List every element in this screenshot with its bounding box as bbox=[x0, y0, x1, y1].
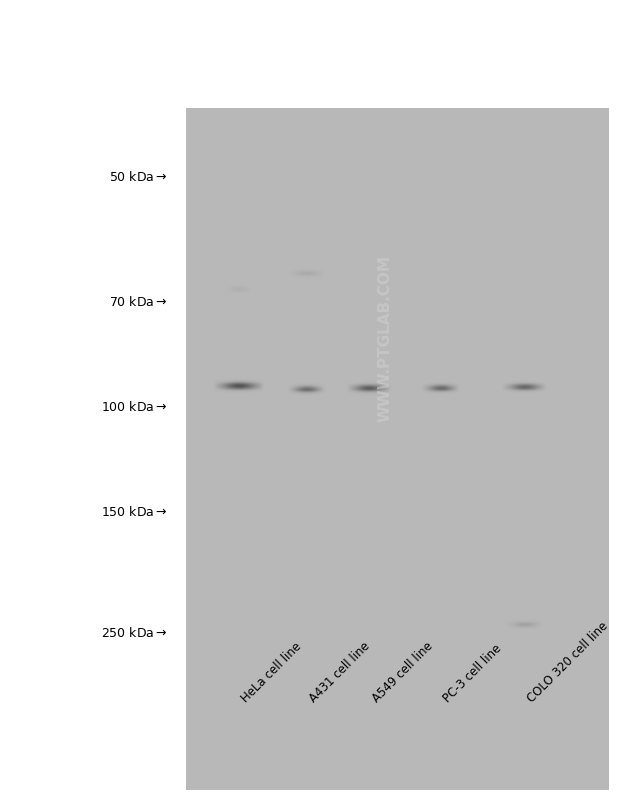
Text: COLO 320 cell line: COLO 320 cell line bbox=[525, 620, 611, 705]
Text: 250 kDa$\rightarrow$: 250 kDa$\rightarrow$ bbox=[101, 625, 168, 640]
Text: WWW.PTGLAB.COM: WWW.PTGLAB.COM bbox=[377, 255, 392, 422]
Text: 100 kDa$\rightarrow$: 100 kDa$\rightarrow$ bbox=[101, 400, 168, 414]
Text: A431 cell line: A431 cell line bbox=[307, 640, 373, 705]
Text: 150 kDa$\rightarrow$: 150 kDa$\rightarrow$ bbox=[101, 505, 168, 519]
Text: A549 cell line: A549 cell line bbox=[370, 640, 435, 705]
Text: 70 kDa$\rightarrow$: 70 kDa$\rightarrow$ bbox=[109, 295, 168, 310]
Text: PC-3 cell line: PC-3 cell line bbox=[441, 642, 504, 705]
Text: 50 kDa$\rightarrow$: 50 kDa$\rightarrow$ bbox=[109, 170, 168, 185]
Text: HeLa cell line: HeLa cell line bbox=[239, 640, 304, 705]
